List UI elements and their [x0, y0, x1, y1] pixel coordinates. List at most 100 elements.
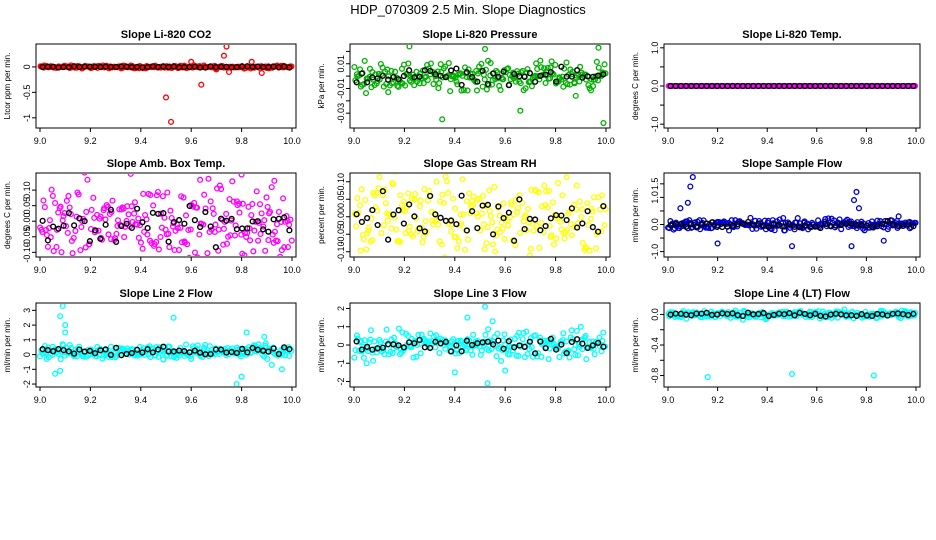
data-point [212, 221, 219, 228]
y-axis-label: degrees C per min. [3, 181, 12, 249]
data-point [484, 224, 491, 231]
data-point [153, 238, 160, 245]
mean-point [379, 72, 386, 79]
data-point [515, 352, 522, 359]
outlier-point [62, 329, 69, 336]
data-point [553, 235, 560, 242]
mean-point [469, 341, 476, 349]
outlier-point [52, 370, 59, 377]
mean-point [563, 349, 570, 357]
mean-point [144, 346, 151, 353]
data-point [552, 61, 559, 68]
mean-point [542, 71, 549, 78]
mean-point [574, 336, 581, 343]
data-point [258, 210, 265, 217]
data-point [50, 248, 57, 255]
data-point [361, 57, 368, 64]
mean-point [574, 224, 581, 231]
data-point [460, 211, 467, 218]
data-point [500, 76, 507, 83]
mean-point [553, 78, 560, 85]
data-point [463, 198, 470, 205]
x-tick-label: 9.0 [34, 136, 47, 146]
y-axis-label: kPa per min. [317, 64, 326, 109]
data-point [360, 236, 367, 243]
data-point [500, 200, 507, 207]
chart-panel: Slope Amb. Box Temp. 9.0 9.2 9.4 9.6 9.8 10.0 -… [3, 158, 301, 275]
mean-point [102, 346, 109, 353]
mean-point [270, 345, 277, 352]
mean-point [411, 340, 418, 347]
data-point [184, 241, 191, 248]
data-point [210, 210, 217, 217]
data-point [420, 80, 427, 87]
data-point [560, 330, 567, 337]
mean-point [563, 216, 570, 224]
mean-point [505, 82, 512, 89]
mean-point [558, 341, 565, 348]
mean-point [60, 222, 67, 229]
mean-point [123, 220, 130, 227]
mean-point [102, 221, 109, 228]
y-tick-label: 1.5 [650, 178, 660, 191]
x-tick-label: 9.2 [84, 265, 97, 275]
data-point [127, 174, 134, 177]
mean-point [553, 346, 560, 353]
mean-point [244, 349, 251, 356]
data-point [177, 224, 184, 231]
data-point [363, 246, 370, 253]
data-point [527, 245, 534, 252]
data-point [523, 328, 530, 335]
data-point [248, 212, 255, 219]
data-point [385, 89, 392, 96]
mean-point [532, 78, 539, 85]
data-point [566, 354, 573, 361]
data-point [442, 345, 449, 352]
outlier-point [406, 45, 413, 50]
data-point [411, 82, 418, 89]
data-point [576, 78, 583, 85]
data-point [543, 188, 550, 195]
mean-point [479, 67, 486, 74]
x-tick-label: 9.2 [398, 395, 411, 405]
x-tick-label: 9.4 [135, 395, 148, 405]
data-point [164, 189, 171, 196]
data-point [519, 263, 524, 268]
mean-point [149, 349, 156, 356]
data-point [256, 201, 264, 208]
data-point [266, 208, 274, 215]
mean-point [682, 223, 690, 230]
mean-point [579, 74, 586, 81]
data-point [557, 218, 564, 225]
data-point [41, 204, 48, 211]
mean-point [369, 206, 376, 214]
mean-point [406, 67, 413, 74]
mean-point [432, 71, 439, 78]
data-point [185, 226, 192, 233]
y-axis-label: ml/min per min. [631, 188, 640, 243]
data-point [391, 214, 398, 221]
data-point [209, 205, 216, 212]
mean-point [197, 223, 204, 231]
data-point [574, 352, 581, 359]
data-point [460, 87, 467, 94]
data-point [439, 191, 446, 198]
x-tick-label: 9.6 [499, 265, 512, 275]
data-point [357, 247, 364, 254]
data-point [114, 217, 122, 224]
x-tick-label: 9.0 [662, 265, 675, 275]
data-point [81, 174, 88, 176]
x-tick-label: 9.6 [185, 136, 198, 146]
data-point [66, 342, 73, 349]
data-point [369, 237, 376, 244]
mean-point [265, 228, 272, 235]
outlier-point [268, 361, 275, 368]
outlier-point [689, 174, 696, 181]
data-point [397, 192, 404, 199]
outlier-point [517, 107, 524, 114]
mean-point [281, 344, 288, 351]
mean-point [139, 349, 146, 356]
page-title: HDP_070309 2.5 Min. Slope Diagnostics [350, 2, 586, 17]
data-point [201, 191, 208, 198]
mean-point [558, 212, 565, 219]
